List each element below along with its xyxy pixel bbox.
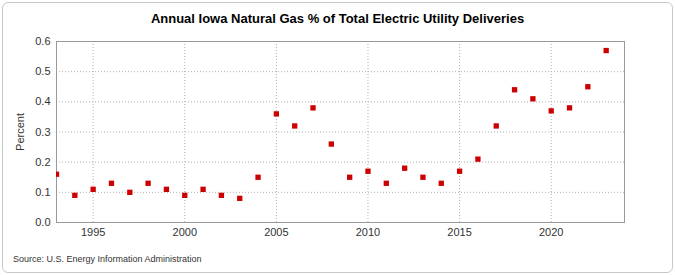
svg-text:0.3: 0.3: [35, 126, 50, 138]
svg-text:0.5: 0.5: [35, 65, 50, 77]
svg-text:0.1: 0.1: [35, 186, 50, 198]
html-text:Source: U.S. Energy Informatio: Source: U.S. Energy Information Administ…: [13, 254, 202, 264]
html-text:Annual Iowa Natural Gas % of T: Annual Iowa Natural Gas % of Total Elect…: [150, 11, 525, 26]
svg-text:Percent: Percent: [14, 113, 26, 151]
svg-text:2005: 2005: [264, 226, 288, 238]
svg-text:0.2: 0.2: [35, 156, 50, 168]
svg-text:2015: 2015: [447, 226, 471, 238]
svg-text:0.4: 0.4: [35, 95, 50, 107]
svg-text:2010: 2010: [356, 226, 380, 238]
svg-text:1995: 1995: [81, 226, 105, 238]
svg-text:0.0: 0.0: [35, 216, 50, 228]
svg-text:2000: 2000: [173, 226, 197, 238]
svg-text:0.6: 0.6: [35, 35, 50, 47]
svg-text:2020: 2020: [539, 226, 563, 238]
